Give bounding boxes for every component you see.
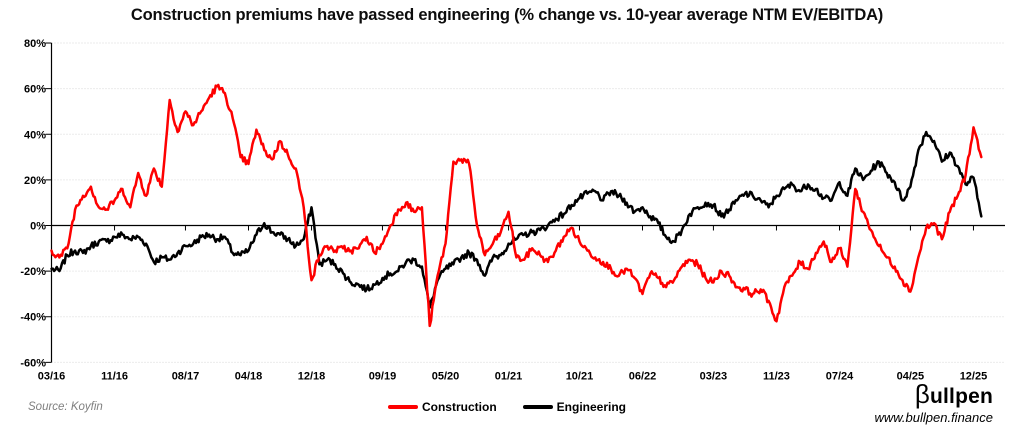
x-axis-label: 10/21	[566, 371, 594, 383]
y-axis-label: -40%	[20, 312, 46, 324]
y-axis-label: 40%	[24, 129, 46, 141]
x-axis-label: 06/22	[629, 371, 657, 383]
legend-item-engineering: Engineering	[522, 400, 626, 414]
y-axis-label: -20%	[20, 266, 46, 278]
y-axis-label: 80%	[24, 38, 46, 50]
y-axis-label: 60%	[24, 84, 46, 96]
legend-label-engineering: Engineering	[556, 400, 626, 414]
x-axis-label: 05/20	[432, 371, 460, 383]
x-axis-label: 09/19	[369, 371, 397, 383]
y-axis-label: 20%	[24, 175, 46, 187]
bullpen-logo: βullpen	[874, 379, 993, 409]
x-axis-label: 07/24	[826, 371, 854, 383]
logo-text: ullpen	[929, 385, 993, 408]
legend-label-construction: Construction	[421, 400, 497, 414]
source-note: Source: Koyfin	[28, 401, 103, 413]
x-axis-label: 04/25	[897, 371, 925, 383]
x-axis-label: 11/16	[101, 371, 128, 383]
x-axis-label: 08/17	[172, 371, 200, 383]
construction-series-line	[50, 83, 983, 328]
x-axis-label: 12/18	[298, 371, 326, 383]
y-axis-label: -60%	[20, 357, 46, 369]
x-axis-label: 11/23	[763, 371, 790, 383]
y-axis-label: 0%	[30, 221, 46, 233]
legend-item-construction: Construction	[387, 400, 497, 414]
x-axis-label: 01/21	[495, 371, 523, 383]
bullpen-url: www.bullpen.finance	[874, 410, 993, 425]
beta-glyph: β	[914, 379, 930, 409]
x-axis-label: 12/25	[960, 371, 988, 383]
construction-line-swatch	[387, 405, 418, 409]
x-axis-label: 03/16	[38, 371, 66, 383]
engineering-line-swatch	[522, 405, 553, 409]
chart-title: Construction premiums have passed engine…	[130, 6, 884, 24]
x-axis-label: 04/18	[235, 371, 263, 383]
engineering-series-line	[50, 130, 983, 309]
branding-block: βullpen www.bullpen.finance	[874, 379, 993, 425]
x-axis-label: 03/23	[700, 371, 728, 383]
chart-legend: Construction Engineering	[0, 400, 1014, 414]
